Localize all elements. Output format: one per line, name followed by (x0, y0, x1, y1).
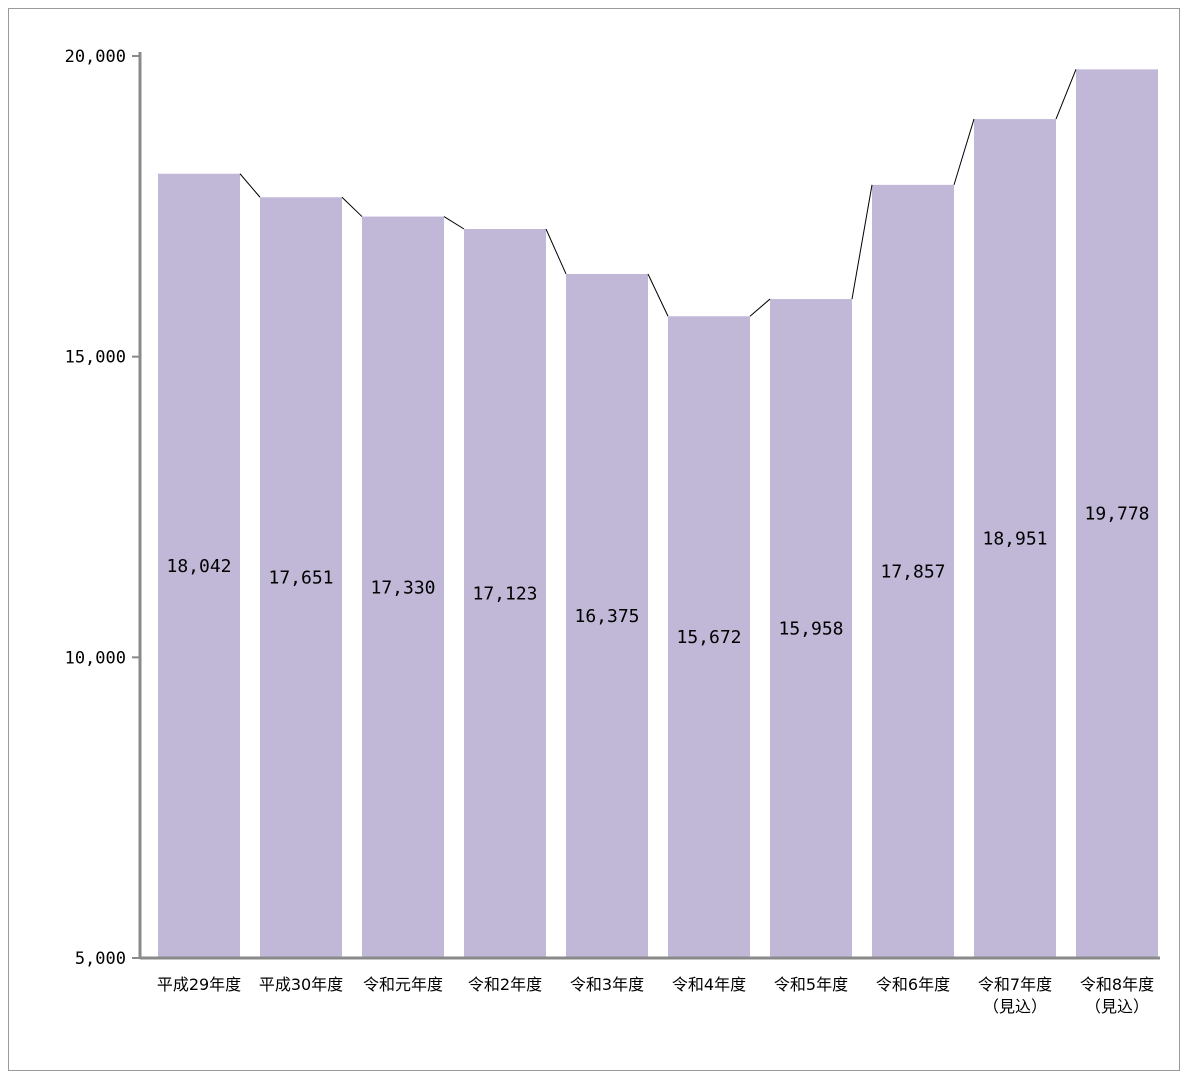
connector-line-2 (443, 216, 465, 230)
x-tick-label-1: 平成30年度 (259, 975, 343, 994)
x-tick-label-6: 令和5年度 (774, 975, 848, 994)
x-tick-label-2: 令和元年度 (363, 975, 443, 994)
data-label-1: 17,651 (268, 568, 333, 589)
connector-line-3 (545, 228, 567, 275)
bar-0 (158, 173, 240, 958)
connector-line-0 (239, 173, 261, 198)
connector-line-7 (953, 118, 975, 186)
connector-line-5 (749, 298, 771, 317)
data-label-4: 16,375 (574, 606, 639, 627)
x-tick-label-0: 平成29年度 (157, 975, 241, 994)
bar-5 (668, 316, 750, 958)
data-label-9: 19,778 (1084, 504, 1149, 525)
x-tick-label-3: 令和2年度 (468, 975, 542, 994)
y-tick-label-1: 10,000 (65, 648, 126, 668)
labels-layer: 18,042 平成29年度 17,651 平成30年度 17,330 令和元年度 17,12… (65, 47, 1155, 1016)
bar-8 (974, 119, 1056, 959)
x-tick-label-7: 令和6年度 (876, 975, 950, 994)
bar-2 (362, 216, 444, 958)
x-tick-label-9: 令和8年度 (1080, 975, 1154, 994)
data-label-3: 17,123 (472, 584, 537, 605)
data-label-0: 18,042 (166, 556, 231, 577)
bar-4 (566, 273, 648, 958)
x-tick-label-5: 令和4年度 (672, 975, 746, 994)
y-tick-label-2: 15,000 (65, 348, 126, 368)
bar-6 (770, 299, 852, 958)
bar-7 (872, 184, 954, 959)
bar-1 (260, 197, 342, 959)
x-tick-label-9-line2: （見込） (1085, 997, 1149, 1016)
connector-line-1 (341, 196, 363, 217)
y-tick-label-3: 20,000 (65, 47, 126, 67)
connector-line-8 (1055, 69, 1077, 120)
y-tick-label-0: 5,000 (75, 949, 126, 969)
x-tick-label-8-line2: （見込） (983, 997, 1047, 1016)
data-label-8: 18,951 (982, 529, 1047, 550)
connector-line-6 (851, 184, 873, 300)
axes (132, 52, 1160, 960)
bar-3 (464, 229, 546, 958)
bar-9 (1076, 69, 1158, 958)
data-label-5: 15,672 (676, 627, 741, 648)
x-tick-label-4: 令和3年度 (570, 975, 644, 994)
connector-line-4 (647, 273, 669, 317)
data-label-7: 17,857 (880, 561, 945, 582)
x-tick-label-8: 令和7年度 (978, 975, 1052, 994)
connector-lines (239, 69, 1077, 317)
data-label-6: 15,958 (778, 619, 843, 640)
bars-layer (158, 69, 1158, 959)
data-label-2: 17,330 (370, 577, 435, 598)
